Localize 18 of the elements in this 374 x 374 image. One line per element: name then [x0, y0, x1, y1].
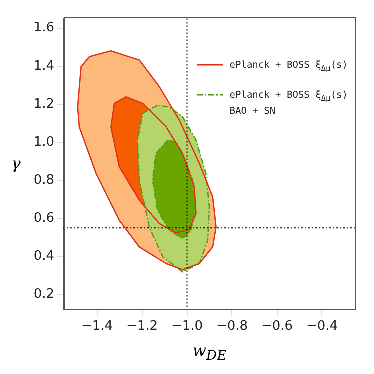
x-axis-title: w$_{DE}$: [192, 341, 228, 364]
x-tick-label: −1.0: [171, 319, 204, 334]
text: ePlanck + BOSS ξ$_{Δμ}$(s) BAO + SN: [230, 90, 348, 117]
y-tick-label: 0.4: [34, 249, 54, 264]
y-tick-label: 1.4: [34, 58, 54, 74]
x-tick-label: −0.8: [216, 319, 248, 334]
x-tick-label: −0.6: [261, 319, 294, 334]
legend-label: ePlanck + BOSS ξ$_{Δμ}$(s): [230, 59, 348, 75]
x-tick-label: −0.4: [306, 319, 338, 334]
y-tick-label: 1.0: [34, 134, 54, 150]
y-tick-label: 0.8: [34, 172, 54, 188]
y-tick-label: 1.6: [34, 20, 54, 36]
y-tick-label: 1.2: [34, 96, 54, 112]
y-tick-label: 0.2: [34, 287, 54, 302]
x-tick-label: −1.4: [81, 319, 114, 334]
x-tick-label: −1.2: [126, 319, 158, 334]
y-axis-title: γ: [10, 154, 22, 172]
y-tick-label: 0.6: [34, 211, 54, 226]
